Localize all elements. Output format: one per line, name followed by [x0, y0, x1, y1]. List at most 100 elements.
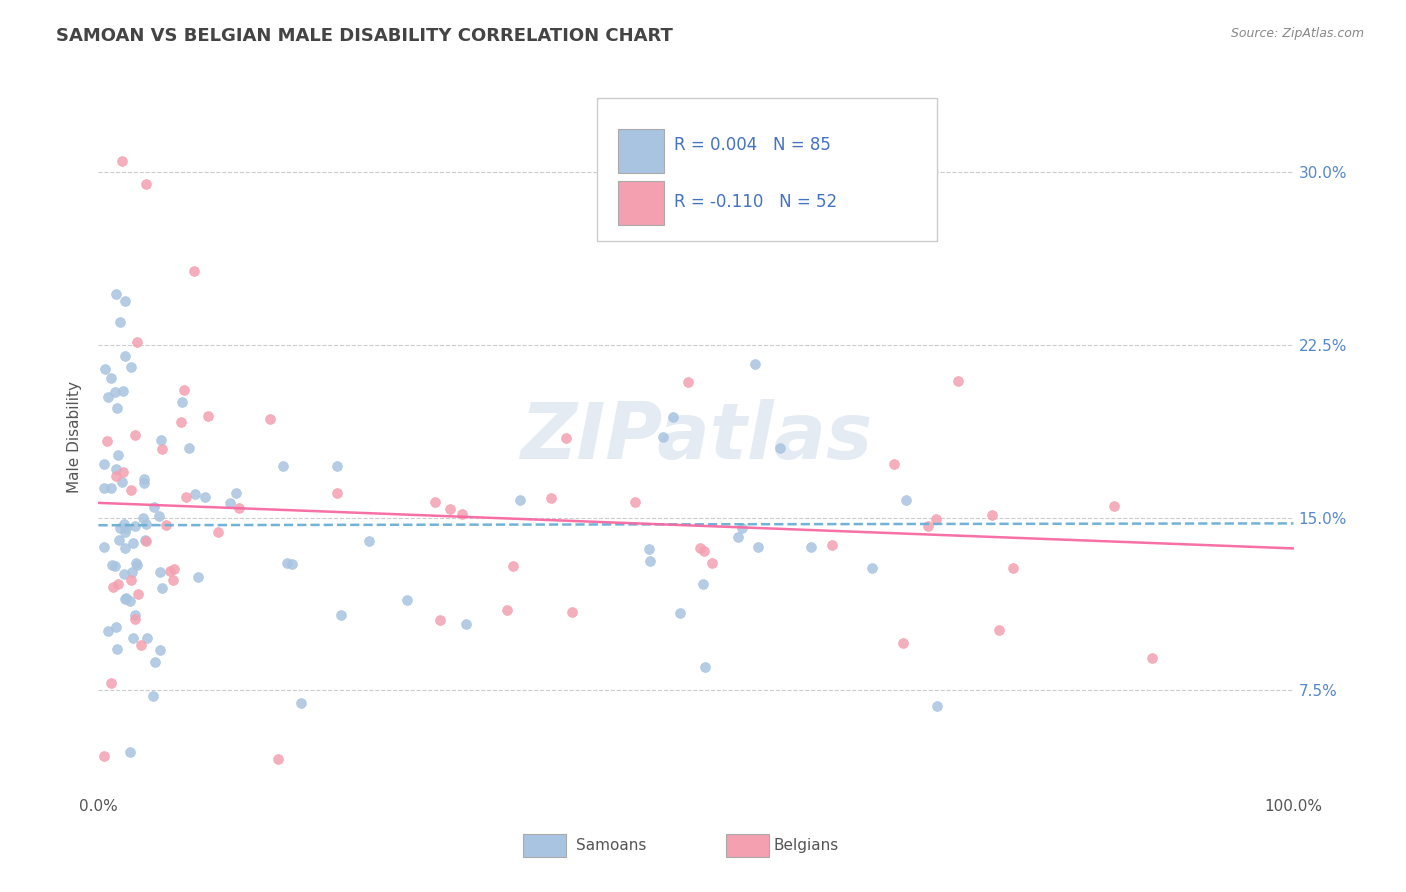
Point — [695, 660, 717, 674]
Point — [357, 534, 380, 549]
FancyBboxPatch shape — [596, 98, 938, 241]
Point — [127, 587, 149, 601]
Point — [554, 431, 576, 445]
Point — [948, 374, 970, 388]
Point — [135, 516, 157, 531]
Point — [744, 357, 766, 371]
Point — [104, 462, 127, 476]
Point — [326, 458, 349, 473]
Point — [183, 486, 205, 500]
Point — [93, 362, 115, 376]
Point — [692, 576, 714, 591]
Point — [114, 592, 136, 607]
Point — [107, 533, 129, 547]
Point — [225, 486, 247, 500]
Point — [159, 564, 181, 578]
Point — [115, 521, 138, 535]
Point — [271, 459, 294, 474]
Point — [124, 607, 146, 622]
Point — [93, 748, 115, 763]
Point — [111, 384, 134, 399]
Point — [821, 538, 844, 552]
Point — [101, 580, 124, 594]
Point — [105, 469, 128, 483]
Text: SAMOAN VS BELGIAN MALE DISABILITY CORRELATION CHART: SAMOAN VS BELGIAN MALE DISABILITY CORREL… — [56, 27, 673, 45]
Point — [114, 294, 136, 309]
FancyBboxPatch shape — [523, 834, 565, 856]
Point — [281, 557, 304, 571]
Point — [689, 541, 711, 555]
Point — [100, 370, 122, 384]
Point — [120, 574, 142, 588]
Point — [183, 264, 205, 278]
Point — [219, 496, 242, 510]
Point — [132, 472, 155, 486]
Point — [860, 561, 883, 575]
Point — [1002, 561, 1025, 575]
Point — [624, 495, 647, 509]
Point — [162, 573, 184, 587]
Point — [131, 638, 153, 652]
Point — [93, 481, 115, 495]
Point — [640, 553, 662, 567]
Point — [97, 390, 120, 404]
Point — [330, 607, 353, 622]
Point — [149, 565, 172, 579]
Point — [152, 581, 174, 595]
Point — [502, 559, 524, 574]
Point — [105, 401, 128, 415]
Point — [120, 360, 142, 375]
Point — [917, 518, 939, 533]
Point — [731, 521, 754, 535]
Point — [142, 500, 165, 514]
Point — [172, 395, 194, 409]
Point — [267, 752, 290, 766]
Point — [120, 483, 142, 497]
Point — [93, 457, 115, 471]
Point — [509, 493, 531, 508]
Point — [207, 525, 229, 540]
Point — [105, 287, 128, 301]
Point — [108, 315, 131, 329]
Point — [693, 543, 716, 558]
Text: ZIPatlas: ZIPatlas — [520, 399, 872, 475]
FancyBboxPatch shape — [619, 181, 664, 225]
Point — [112, 567, 135, 582]
Point — [197, 409, 219, 423]
Point — [769, 442, 792, 456]
Point — [163, 562, 186, 576]
Point — [124, 428, 146, 442]
Text: Source: ZipAtlas.com: Source: ZipAtlas.com — [1230, 27, 1364, 40]
Point — [187, 570, 209, 584]
Point — [135, 632, 157, 646]
Point — [1104, 499, 1126, 513]
Point — [425, 495, 447, 509]
Point — [100, 676, 122, 690]
Point — [96, 434, 118, 448]
Point — [925, 698, 948, 713]
Point — [326, 486, 349, 500]
Point — [111, 475, 134, 489]
Point — [149, 642, 172, 657]
Point — [124, 612, 146, 626]
Text: R = -0.110   N = 52: R = -0.110 N = 52 — [675, 194, 838, 211]
Point — [1140, 650, 1163, 665]
Point — [540, 491, 562, 505]
Point — [662, 410, 685, 425]
Point — [155, 518, 177, 533]
Text: Samoans: Samoans — [576, 838, 647, 853]
Point — [429, 613, 451, 627]
Point — [925, 512, 948, 526]
Point — [97, 624, 120, 638]
Point — [700, 556, 723, 570]
Point — [111, 153, 134, 168]
Point — [148, 509, 170, 524]
Y-axis label: Male Disability: Male Disability — [67, 381, 83, 493]
Point — [668, 606, 690, 620]
Point — [988, 624, 1011, 638]
Point — [894, 492, 917, 507]
Point — [107, 577, 129, 591]
Point — [747, 540, 769, 554]
Point — [125, 558, 148, 573]
Point — [194, 490, 217, 504]
